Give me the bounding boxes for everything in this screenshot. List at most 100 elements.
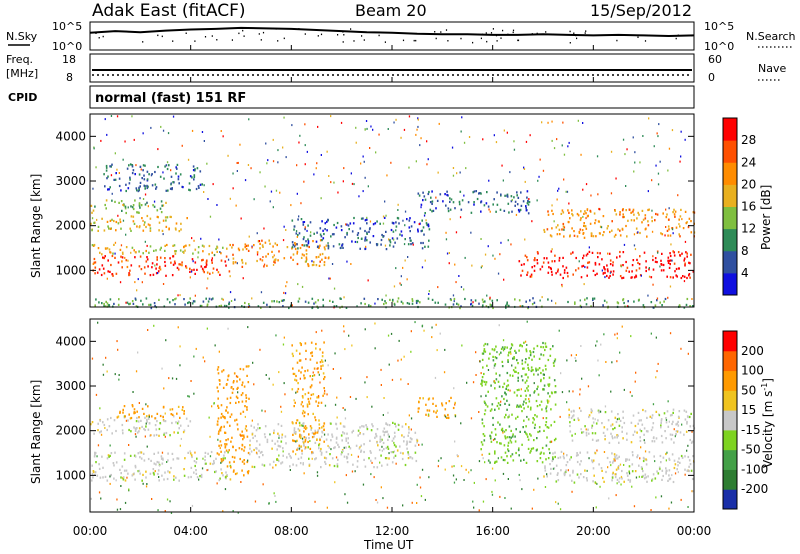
heatmap-cell [138, 469, 141, 472]
heatmap-cell [553, 147, 556, 150]
freq-right-tick-top: 60 [708, 53, 722, 66]
heatmap-cell [106, 220, 109, 223]
heatmap-cell [517, 379, 519, 382]
heatmap-cell [278, 445, 280, 448]
heatmap-cell [328, 277, 330, 280]
heatmap-cell [157, 472, 159, 476]
heatmap-cell [524, 238, 526, 241]
heatmap-cell [672, 420, 674, 423]
heatmap-cell [172, 263, 175, 266]
heatmap-cell [629, 479, 632, 482]
heatmap-cell [232, 445, 234, 448]
heatmap-cell [141, 217, 143, 220]
heatmap-cell [473, 506, 475, 509]
heatmap-cell [526, 202, 529, 205]
heatmap-cell [149, 227, 152, 230]
heatmap-cell [656, 132, 658, 135]
heatmap-cell [233, 372, 236, 375]
heatmap-cell [253, 383, 255, 386]
heatmap-cell [131, 405, 134, 408]
heatmap-cell [684, 264, 686, 267]
heatmap-cell [501, 395, 503, 398]
heatmap-cell [241, 392, 244, 395]
heatmap-cell [144, 187, 146, 190]
heatmap-cell [166, 498, 169, 501]
heatmap-cell [401, 434, 403, 437]
heatmap-cell [303, 180, 305, 183]
heatmap-cell [122, 408, 124, 411]
heatmap-cell [144, 416, 146, 419]
heatmap-cell [301, 285, 304, 288]
heatmap-cell [427, 158, 429, 161]
heatmap-cell [392, 230, 395, 233]
heatmap-cell [528, 198, 530, 200]
heatmap-cell [584, 225, 586, 228]
heatmap-cell [125, 233, 127, 236]
heatmap-cell [635, 227, 638, 230]
heatmap-cell [156, 460, 159, 464]
heatmap-cell [628, 458, 631, 461]
heatmap-cell [105, 207, 107, 210]
heatmap-cell [665, 459, 667, 462]
heatmap-cell [185, 266, 188, 269]
heatmap-cell [550, 408, 552, 411]
heatmap-cell [604, 405, 607, 408]
heatmap-cell [153, 462, 156, 465]
heatmap-cell [142, 452, 145, 455]
heatmap-cell [103, 305, 105, 308]
velocity-data [90, 320, 696, 514]
heatmap-cell [369, 305, 372, 308]
heatmap-cell [115, 229, 117, 232]
noise-dot [98, 37, 100, 39]
heatmap-cell [680, 454, 683, 458]
heatmap-cell [594, 261, 597, 265]
heatmap-cell [562, 256, 564, 259]
heatmap-cell [278, 371, 280, 374]
heatmap-cell [333, 464, 336, 468]
heatmap-cell [420, 230, 423, 233]
heatmap-cell [656, 297, 659, 300]
heatmap-cell [172, 299, 174, 302]
heatmap-cell [222, 298, 224, 301]
heatmap-cell [541, 408, 543, 411]
heatmap-cell [374, 347, 376, 350]
heatmap-cell [589, 209, 592, 213]
heatmap-cell [96, 271, 99, 274]
heatmap-cell [364, 128, 366, 131]
heatmap-cell [507, 444, 509, 447]
heatmap-cell [108, 304, 111, 307]
heatmap-cell [395, 445, 397, 448]
heatmap-cell [529, 433, 531, 436]
heatmap-cell [424, 498, 426, 501]
heatmap-cell [299, 246, 302, 250]
heatmap-cell [302, 422, 304, 425]
heatmap-cell [581, 431, 583, 434]
heatmap-cell [441, 404, 444, 407]
heatmap-cell [251, 246, 253, 249]
heatmap-cell [229, 396, 232, 399]
heatmap-cell [408, 414, 410, 417]
heatmap-cell [424, 198, 427, 201]
heatmap-cell [121, 429, 124, 432]
heatmap-cell [596, 340, 598, 343]
heatmap-cell [656, 370, 658, 373]
heatmap-cell [98, 491, 101, 494]
heatmap-cell [526, 271, 529, 274]
heatmap-cell [529, 394, 531, 397]
heatmap-cell [489, 409, 492, 412]
heatmap-cell [233, 456, 236, 459]
heatmap-cell [393, 456, 395, 459]
heatmap-cell [418, 223, 420, 226]
heatmap-cell [331, 435, 334, 438]
heatmap-cell [119, 218, 121, 221]
heatmap-cell [651, 220, 653, 223]
heatmap-cell [303, 244, 305, 247]
heatmap-cell [92, 209, 95, 212]
heatmap-cell [292, 253, 295, 256]
heatmap-cell [669, 477, 672, 480]
heatmap-cell [631, 451, 634, 454]
heatmap-cell [676, 422, 679, 425]
colorbar-segment [723, 250, 737, 274]
heatmap-cell [515, 370, 517, 373]
heatmap-cell [137, 278, 139, 281]
